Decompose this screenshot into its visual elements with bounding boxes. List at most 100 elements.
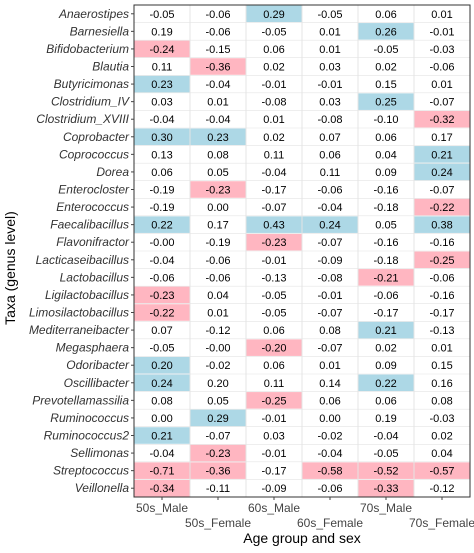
- cell-value: 0.03: [151, 97, 172, 109]
- heatmap-cell: [134, 40, 190, 58]
- cell-value: 0.20: [151, 360, 172, 372]
- column-label: 70s_Male: [360, 501, 412, 515]
- row-label-taxon: Flavonifractor: [56, 235, 130, 249]
- cell-value: -0.06: [205, 26, 230, 38]
- cell-value: -0.08: [317, 272, 342, 284]
- column-label: 70s_Female: [409, 516, 474, 530]
- column-label: 50s_Male: [136, 501, 188, 515]
- cell-value: -0.16: [429, 237, 454, 249]
- cell-value: -0.57: [429, 466, 454, 478]
- cell-value: 0.04: [431, 448, 452, 460]
- cell-value: 0.04: [375, 149, 396, 161]
- heatmap-cell: [190, 444, 246, 462]
- cell-value: 0.23: [151, 79, 172, 91]
- cell-value: 0.02: [431, 431, 452, 443]
- cell-value: -0.04: [149, 448, 174, 460]
- cell-value: -0.00: [149, 237, 174, 249]
- cell-value: 0.08: [151, 395, 172, 407]
- cell-value: 0.01: [319, 44, 340, 56]
- cell-value: 0.30: [151, 132, 172, 144]
- cell-value: -0.58: [317, 466, 342, 478]
- cell-value: 0.38: [431, 220, 452, 232]
- cell-value: 0.05: [207, 167, 228, 179]
- cell-value: 0.11: [152, 62, 173, 74]
- heatmap-cell: [134, 286, 190, 304]
- cell-value: 0.23: [207, 132, 228, 144]
- cell-value: -0.33: [373, 483, 398, 495]
- cell-value: 0.05: [375, 220, 396, 232]
- cell-value: -0.19: [149, 202, 174, 214]
- heatmap-cell: [302, 462, 358, 479]
- cell-value: 0.00: [207, 202, 228, 214]
- row-label-taxon: Dorea: [96, 165, 129, 179]
- cell-value: -0.17: [429, 308, 454, 320]
- cell-value: -0.13: [261, 272, 286, 284]
- cell-value: 0.03: [263, 431, 284, 443]
- cell-value: 0.06: [375, 132, 396, 144]
- heatmap-cell: [190, 181, 246, 198]
- cell-value: 0.15: [375, 79, 396, 91]
- cell-value: 0.07: [151, 325, 172, 337]
- cell-value: 0.08: [207, 149, 228, 161]
- heatmap-cell: [302, 216, 358, 233]
- heatmap-cell-labels: -0.05 -0.06 0.29 -0.05 0.06 0.01 0.19 -0.06 -0.0…: [149, 9, 454, 495]
- cell-value: -0.25: [261, 395, 286, 407]
- cell-value: -0.05: [317, 9, 342, 21]
- heatmap-cell: [358, 479, 414, 497]
- cell-value: -0.36: [205, 62, 230, 74]
- heatmap-cell: [134, 374, 190, 392]
- cell-value: -0.05: [373, 44, 398, 56]
- cell-value: 0.02: [375, 343, 396, 355]
- cell-value: -0.12: [205, 325, 230, 337]
- cell-value: -0.05: [149, 9, 174, 21]
- cell-value: 0.01: [431, 9, 452, 21]
- cell-value: -0.71: [149, 466, 174, 478]
- cell-value: 0.22: [151, 220, 172, 232]
- heatmap-cell: [134, 75, 190, 93]
- cell-value: -0.06: [205, 9, 230, 21]
- cell-value: 0.19: [375, 413, 396, 425]
- cell-value: -0.18: [373, 202, 398, 214]
- heatmap-cell: [246, 392, 302, 409]
- x-tick-labels: 50s_Male50s_Female60s_Male60s_Female70s_…: [136, 497, 474, 530]
- cell-value: 0.21: [375, 325, 396, 337]
- cell-value: -0.24: [149, 44, 174, 56]
- cell-value: 0.04: [207, 290, 228, 302]
- heatmap-cell: [134, 128, 190, 146]
- heatmap-cell: [134, 427, 190, 444]
- cell-value: 0.06: [263, 325, 284, 337]
- cell-value: -0.06: [317, 483, 342, 495]
- heatmap-cell: [190, 128, 246, 146]
- cell-value: -0.00: [205, 343, 230, 355]
- cell-value: 0.13: [151, 149, 172, 161]
- cell-value: -0.20: [261, 343, 286, 355]
- heatmap-cell: [414, 110, 470, 128]
- cell-value: 0.25: [375, 97, 396, 109]
- cell-value: 0.17: [207, 220, 228, 232]
- cell-value: -0.36: [205, 466, 230, 478]
- cell-value: 0.19: [151, 26, 172, 38]
- row-label-taxon: Butyricimonas: [54, 77, 129, 91]
- cell-value: -0.23: [205, 185, 230, 197]
- cell-value: 0.09: [375, 167, 396, 179]
- row-label-taxon: Enterococcus: [56, 200, 129, 214]
- cell-value: 0.24: [151, 378, 172, 390]
- row-label-taxon: Lactobacillus: [60, 270, 129, 284]
- cell-value: 0.03: [319, 97, 340, 109]
- cell-value: -0.07: [317, 308, 342, 320]
- cell-value: 0.21: [151, 431, 172, 443]
- heatmap-gridlines: [134, 5, 470, 497]
- heatmap-cell: [190, 58, 246, 75]
- cell-value: -0.02: [317, 431, 342, 443]
- cell-value: -0.22: [429, 202, 454, 214]
- y-tick-labels: Anaerostipes Barnesiella Bifidobacterium Bl…: [29, 7, 134, 495]
- heatmap-cell: [134, 479, 190, 497]
- cell-value: 0.24: [319, 220, 340, 232]
- column-label: 50s_Female: [185, 516, 251, 530]
- row-label-taxon: Blautia: [92, 60, 129, 74]
- cell-value: -0.04: [317, 448, 342, 460]
- row-label-taxon: Coprococcus: [59, 147, 129, 161]
- cell-value: 0.03: [319, 62, 340, 74]
- cell-value: -0.25: [429, 255, 454, 267]
- cell-value: 0.43: [263, 220, 284, 232]
